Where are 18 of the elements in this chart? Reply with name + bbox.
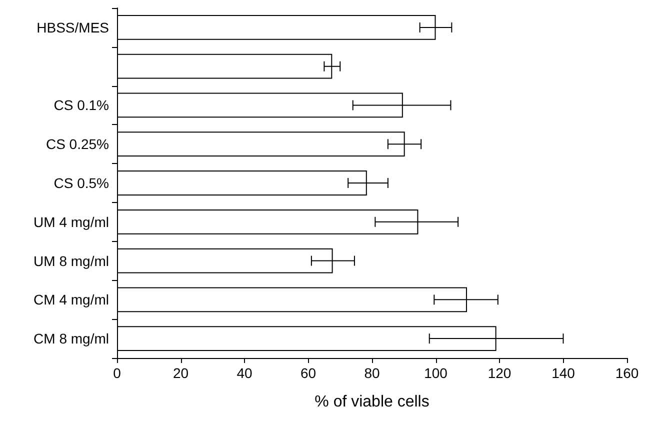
x-tick-label: 40 [236,365,252,381]
y-tick-label: CS 0.1% [54,97,109,114]
x-tick-label: 80 [364,365,380,381]
y-tick-label: CS 0.5% [54,175,109,191]
x-tick-label: 60 [300,365,316,381]
y-tick-label: UM 4 mg/ml [34,214,109,230]
x-tick-label: 120 [488,365,512,381]
y-tick-label: CM 8 mg/ml [34,330,109,347]
x-tick-label: 0 [113,365,122,381]
y-tick-label: HBSS/MES [36,19,109,36]
x-tick-label: 160 [615,365,639,381]
x-axis-title: % of viable cells [314,394,430,410]
y-tick-label: CS 0.25% [46,136,109,152]
y-tick-label: CM 4 mg/ml [34,292,109,308]
x-tick-label: 140 [552,365,576,381]
x-tick-label: 20 [172,365,189,381]
x-tick-label: 100 [424,365,448,381]
y-tick-label: UM 8 mg/ml [34,252,109,269]
